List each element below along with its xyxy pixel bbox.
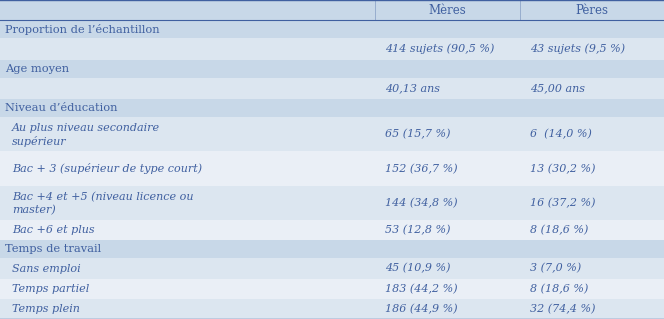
- Text: 3 (7,0 %): 3 (7,0 %): [530, 263, 581, 274]
- Text: 32 (74,4 %): 32 (74,4 %): [530, 304, 596, 314]
- Text: 43 sujets (9,5 %): 43 sujets (9,5 %): [530, 44, 625, 54]
- Text: Niveau d’éducation: Niveau d’éducation: [5, 103, 118, 113]
- Text: Temps plein: Temps plein: [12, 304, 80, 314]
- Text: Pères: Pères: [576, 4, 608, 17]
- Bar: [0, 299, 664, 319]
- Text: Bac +4 et +5 (niveau licence ou: Bac +4 et +5 (niveau licence ou: [12, 192, 193, 202]
- Bar: [0, 20, 664, 38]
- Text: 65 (15,7 %): 65 (15,7 %): [385, 129, 451, 139]
- Text: Age moyen: Age moyen: [5, 64, 70, 74]
- Text: Temps de travail: Temps de travail: [5, 244, 102, 254]
- Text: Bac +6 et plus: Bac +6 et plus: [12, 225, 94, 235]
- Bar: [0, 258, 664, 278]
- Text: Mères: Mères: [429, 4, 466, 17]
- Text: 144 (34,8 %): 144 (34,8 %): [385, 198, 457, 208]
- Text: 8 (18,6 %): 8 (18,6 %): [530, 284, 588, 294]
- Text: 40,13 ans: 40,13 ans: [385, 83, 440, 93]
- Text: Proportion de l’échantillon: Proportion de l’échantillon: [5, 24, 160, 35]
- Text: 8 (18,6 %): 8 (18,6 %): [530, 225, 588, 235]
- Bar: [0, 186, 664, 220]
- Text: Au plus niveau secondaire: Au plus niveau secondaire: [12, 123, 160, 133]
- Bar: [0, 240, 664, 258]
- Text: 186 (44,9 %): 186 (44,9 %): [385, 304, 457, 314]
- Text: master): master): [12, 204, 56, 215]
- Text: Temps partiel: Temps partiel: [12, 284, 89, 294]
- Text: 53 (12,8 %): 53 (12,8 %): [385, 225, 451, 235]
- Bar: [0, 99, 664, 117]
- Text: supérieur: supérieur: [12, 136, 66, 147]
- Text: 414 sujets (90,5 %): 414 sujets (90,5 %): [385, 44, 495, 54]
- Text: 152 (36,7 %): 152 (36,7 %): [385, 163, 457, 174]
- Text: 183 (44,2 %): 183 (44,2 %): [385, 284, 457, 294]
- Text: 13 (30,2 %): 13 (30,2 %): [530, 163, 596, 174]
- Bar: [0, 220, 664, 240]
- Bar: [0, 152, 664, 186]
- Text: 6  (14,0 %): 6 (14,0 %): [530, 129, 592, 139]
- Bar: [0, 0, 664, 20]
- Bar: [0, 278, 664, 299]
- Text: 16 (37,2 %): 16 (37,2 %): [530, 198, 596, 208]
- Text: Bac + 3 (supérieur de type court): Bac + 3 (supérieur de type court): [12, 163, 202, 174]
- Bar: [0, 117, 664, 152]
- Text: Sans emploi: Sans emploi: [12, 263, 80, 273]
- Bar: [0, 78, 664, 99]
- Text: 45 (10,9 %): 45 (10,9 %): [385, 263, 451, 274]
- Bar: [0, 60, 664, 78]
- Text: 45,00 ans: 45,00 ans: [530, 83, 585, 93]
- Bar: [0, 38, 664, 60]
